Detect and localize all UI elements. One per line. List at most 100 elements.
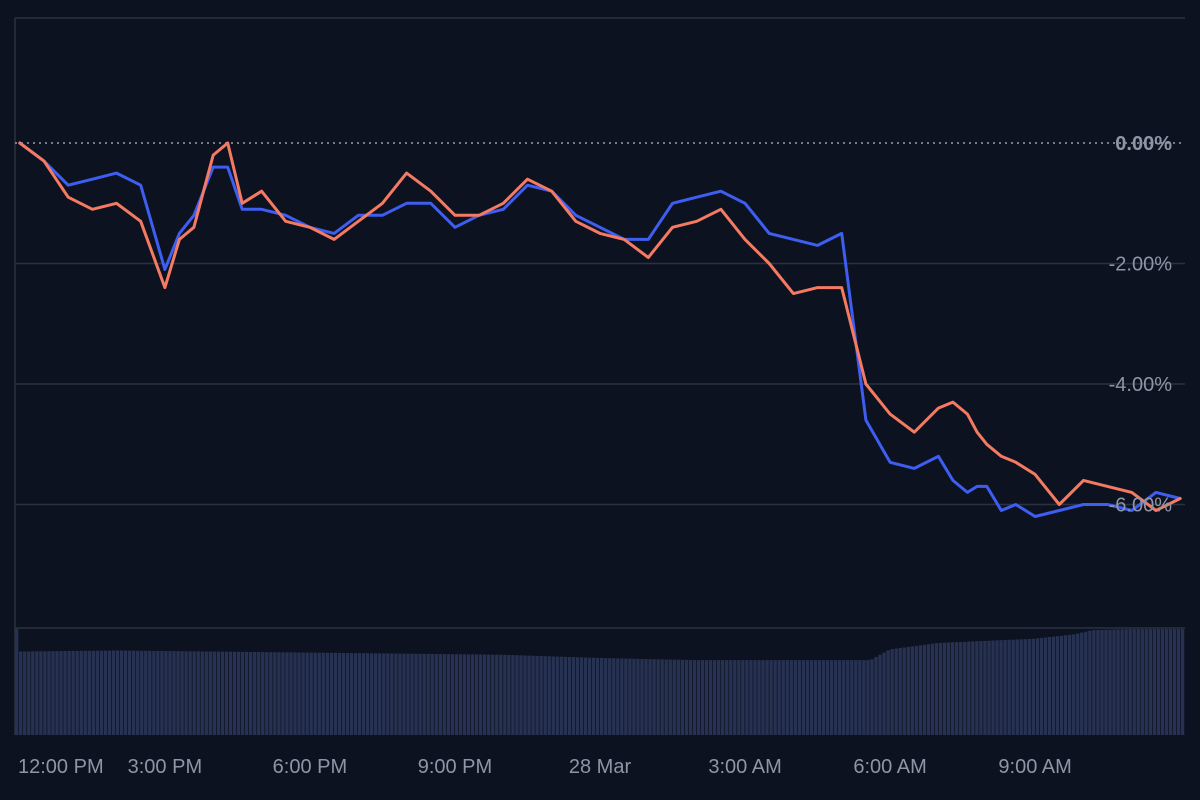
volume-bar bbox=[325, 652, 329, 735]
volume-bar bbox=[1035, 638, 1040, 735]
volume-bar bbox=[337, 652, 342, 735]
volume-bar bbox=[442, 654, 446, 735]
volume-bar bbox=[591, 657, 596, 735]
volume-bar bbox=[793, 660, 797, 735]
volume-bar bbox=[914, 645, 918, 735]
volume-bar bbox=[1080, 632, 1084, 735]
volume-bar bbox=[366, 653, 370, 735]
volume-bar bbox=[75, 650, 79, 735]
volume-bar bbox=[228, 651, 233, 735]
volume-bar bbox=[123, 650, 128, 735]
volume-bar bbox=[184, 651, 188, 735]
volume-bar bbox=[168, 651, 172, 735]
volume-bar bbox=[636, 658, 640, 735]
volume-bar bbox=[1019, 639, 1023, 735]
volume-bar bbox=[688, 659, 693, 735]
series-line-0 bbox=[18, 141, 1182, 518]
volume-bar bbox=[1092, 630, 1096, 735]
volume-bar bbox=[208, 651, 212, 735]
volume-bar bbox=[676, 659, 680, 735]
volume-bar bbox=[700, 660, 705, 735]
volume-bar bbox=[519, 655, 523, 735]
series-lines bbox=[18, 141, 1182, 518]
volume-bar bbox=[119, 650, 124, 735]
volume-bar bbox=[394, 653, 398, 735]
volume-bar bbox=[495, 654, 499, 735]
volume-bar bbox=[136, 650, 140, 735]
volume-bar bbox=[156, 650, 160, 735]
volume-bar bbox=[1116, 629, 1120, 735]
volume-bar bbox=[19, 651, 23, 735]
volume-bar bbox=[894, 648, 898, 735]
volume-bar bbox=[1112, 629, 1116, 735]
volume-bar bbox=[547, 656, 551, 735]
volume-bar bbox=[785, 660, 789, 735]
volume-bar bbox=[850, 660, 854, 735]
volume-bar bbox=[684, 659, 689, 735]
volume-bar bbox=[809, 660, 814, 735]
volume-bar bbox=[571, 657, 576, 735]
volume-bar bbox=[1043, 637, 1048, 735]
volume-bar bbox=[59, 651, 63, 735]
volume-bar bbox=[801, 660, 806, 735]
volume-bar bbox=[922, 644, 927, 735]
volume-bar bbox=[406, 653, 410, 735]
volume-bar bbox=[886, 650, 890, 735]
volume-bar bbox=[293, 652, 297, 735]
volume-bar bbox=[1055, 636, 1060, 735]
volume-bar bbox=[1051, 636, 1056, 735]
volume-bar bbox=[285, 652, 289, 735]
volume-bar bbox=[725, 660, 729, 735]
volume-bar bbox=[353, 653, 358, 735]
volume-bar bbox=[515, 655, 519, 735]
volume-bar bbox=[196, 651, 200, 735]
volume-bar bbox=[382, 653, 386, 735]
volume-bar bbox=[971, 641, 975, 735]
volume-bar bbox=[1128, 629, 1132, 735]
volume-bar bbox=[180, 651, 184, 735]
volume-bar bbox=[761, 660, 765, 735]
volume-bar bbox=[1096, 629, 1100, 735]
volume-bar bbox=[866, 660, 870, 735]
x-tick-label: 9:00 PM bbox=[418, 756, 492, 778]
volume-bar bbox=[390, 653, 394, 735]
volume-bar bbox=[834, 660, 838, 735]
volume-bar bbox=[503, 654, 507, 735]
volume-bar bbox=[942, 642, 947, 735]
volume-bar bbox=[745, 660, 749, 735]
volume-bar bbox=[204, 651, 208, 735]
volume-bar bbox=[604, 658, 608, 735]
volume-bar bbox=[1031, 638, 1035, 735]
volume-bar bbox=[737, 660, 741, 735]
volume-bar bbox=[551, 656, 555, 735]
volume-bar bbox=[692, 660, 697, 735]
volume-bar bbox=[1172, 629, 1177, 735]
volume-bar bbox=[483, 654, 487, 735]
volume-bar bbox=[563, 656, 567, 735]
volume-bar bbox=[43, 651, 47, 735]
volume-bar bbox=[253, 652, 257, 735]
volume-bar bbox=[620, 658, 624, 735]
volume-bar bbox=[192, 651, 196, 735]
volume-bar bbox=[478, 654, 483, 735]
y-tick-label: -2.00% bbox=[1109, 254, 1173, 276]
volume-bar bbox=[1015, 639, 1019, 735]
volume-bar bbox=[257, 652, 261, 735]
volume-bar bbox=[612, 658, 616, 735]
volume-bar bbox=[232, 651, 237, 735]
volume-bar bbox=[99, 650, 104, 735]
volume-bar bbox=[878, 654, 882, 735]
volume-bar bbox=[1059, 635, 1064, 735]
volume-bar bbox=[378, 653, 382, 735]
volume-bar bbox=[224, 651, 229, 735]
volume-bar bbox=[317, 652, 321, 735]
volume-bar bbox=[87, 650, 91, 735]
volume-bar bbox=[333, 652, 338, 735]
volume-bar bbox=[680, 659, 684, 735]
volume-bar bbox=[1039, 637, 1044, 735]
volume-bar bbox=[148, 650, 152, 735]
volume-bar bbox=[63, 651, 67, 735]
volume-bar bbox=[918, 645, 923, 735]
volume-bar bbox=[999, 640, 1003, 735]
